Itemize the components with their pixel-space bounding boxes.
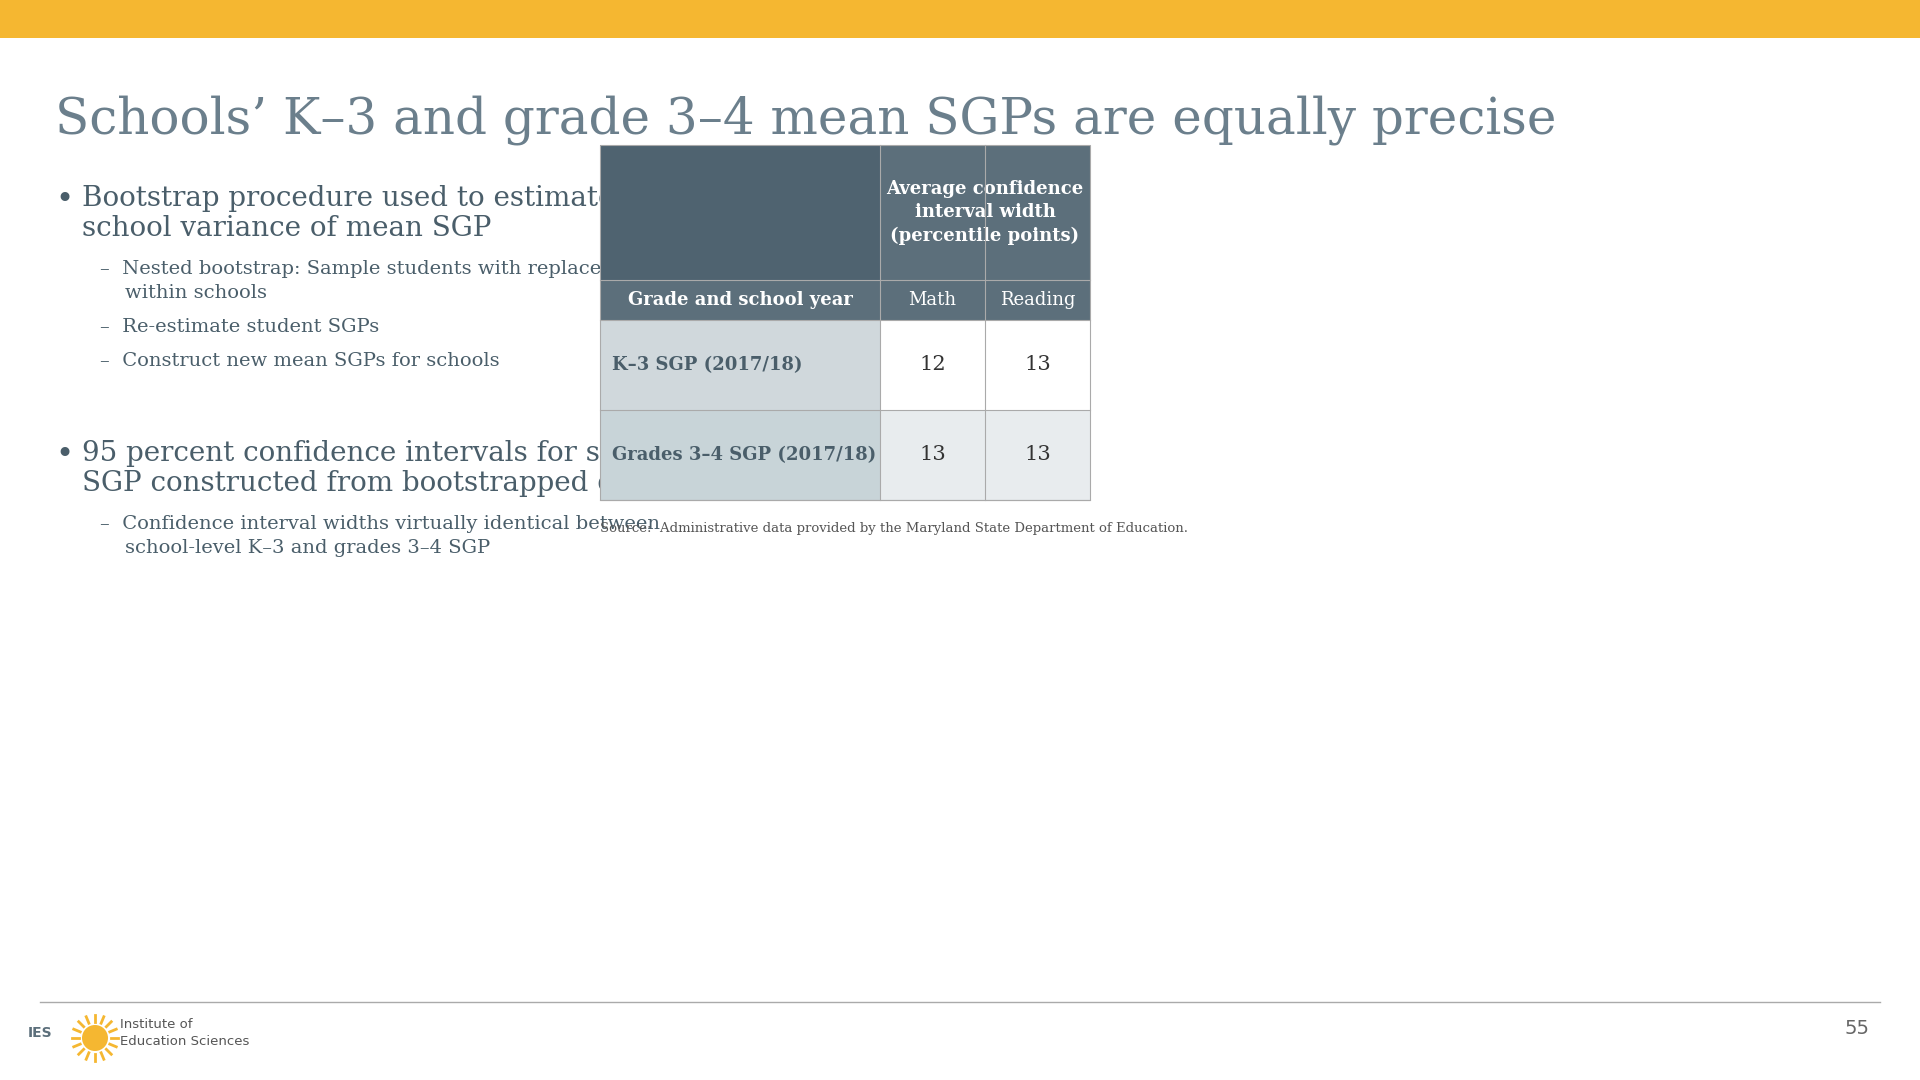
Bar	[599, 145, 1091, 500]
Text: 13: 13	[1023, 355, 1050, 375]
Bar	[599, 410, 1091, 500]
Text: •: •	[56, 440, 73, 471]
Text: 95 percent confidence intervals for schools’: 95 percent confidence intervals for scho…	[83, 440, 699, 467]
Text: •: •	[56, 185, 73, 216]
Text: –  Re-estimate student SGPs: – Re-estimate student SGPs	[100, 318, 380, 336]
Text: Average confidence
interval width
(percentile points): Average confidence interval width (perce…	[887, 180, 1083, 244]
Bar	[599, 320, 879, 410]
Text: 13: 13	[1023, 445, 1050, 464]
Text: Bootstrap procedure used to estimate within-: Bootstrap procedure used to estimate wit…	[83, 185, 722, 212]
Bar	[599, 145, 1091, 280]
Text: within schools: within schools	[100, 284, 267, 302]
Text: –  Nested bootstrap: Sample students with replacement: – Nested bootstrap: Sample students with…	[100, 260, 651, 278]
Bar	[599, 410, 879, 500]
Text: Grades 3–4 SGP (2017/18): Grades 3–4 SGP (2017/18)	[612, 446, 876, 464]
Text: Institute of
Education Sciences: Institute of Education Sciences	[119, 1018, 250, 1048]
Text: 55: 55	[1845, 1018, 1870, 1038]
Text: SGP constructed from bootstrapped distribution: SGP constructed from bootstrapped distri…	[83, 470, 760, 497]
Text: IES: IES	[27, 1026, 52, 1040]
Text: Source:  Administrative data provided by the Maryland State Department of Educat: Source: Administrative data provided by …	[599, 522, 1188, 535]
Circle shape	[83, 1025, 108, 1051]
Text: Schools’ K–3 and grade 3–4 mean SGPs are equally precise: Schools’ K–3 and grade 3–4 mean SGPs are…	[56, 95, 1557, 145]
Text: Reading: Reading	[1000, 291, 1075, 309]
Bar	[599, 320, 1091, 410]
Bar	[599, 280, 1091, 320]
Text: school-level K–3 and grades 3–4 SGP: school-level K–3 and grades 3–4 SGP	[100, 539, 490, 557]
Text: 12: 12	[920, 355, 947, 375]
Text: Math: Math	[908, 291, 956, 309]
Text: K–3 SGP (2017/18): K–3 SGP (2017/18)	[612, 356, 803, 374]
Text: Grade and school year: Grade and school year	[628, 291, 852, 309]
Bar	[0, 0, 1920, 38]
Text: –  Confidence interval widths virtually identical between: – Confidence interval widths virtually i…	[100, 515, 660, 534]
Bar	[599, 145, 879, 280]
Text: –  Construct new mean SGPs for schools: – Construct new mean SGPs for schools	[100, 352, 499, 370]
Text: school variance of mean SGP: school variance of mean SGP	[83, 215, 492, 242]
Text: 13: 13	[920, 445, 947, 464]
